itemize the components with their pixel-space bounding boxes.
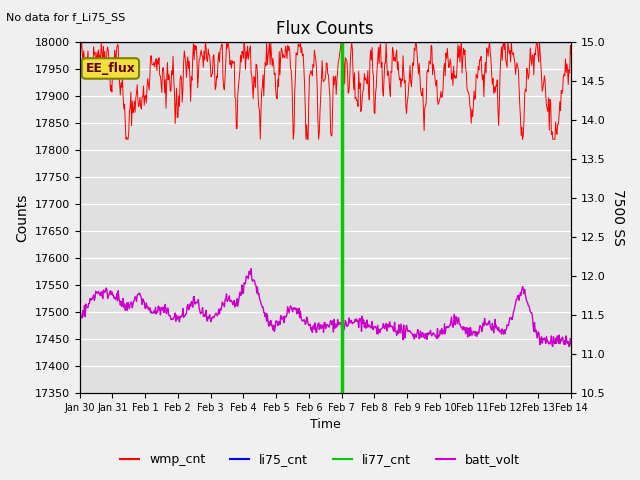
Legend: wmp_cnt, li75_cnt, li77_cnt, batt_volt: wmp_cnt, li75_cnt, li77_cnt, batt_volt: [115, 448, 525, 471]
Text: EE_flux: EE_flux: [85, 62, 135, 75]
Y-axis label: 7500 SS: 7500 SS: [611, 189, 625, 246]
Title: Flux Counts: Flux Counts: [276, 20, 374, 38]
Y-axis label: Counts: Counts: [15, 193, 29, 242]
X-axis label: Time: Time: [310, 419, 340, 432]
Text: No data for f_Li75_SS: No data for f_Li75_SS: [6, 12, 125, 23]
